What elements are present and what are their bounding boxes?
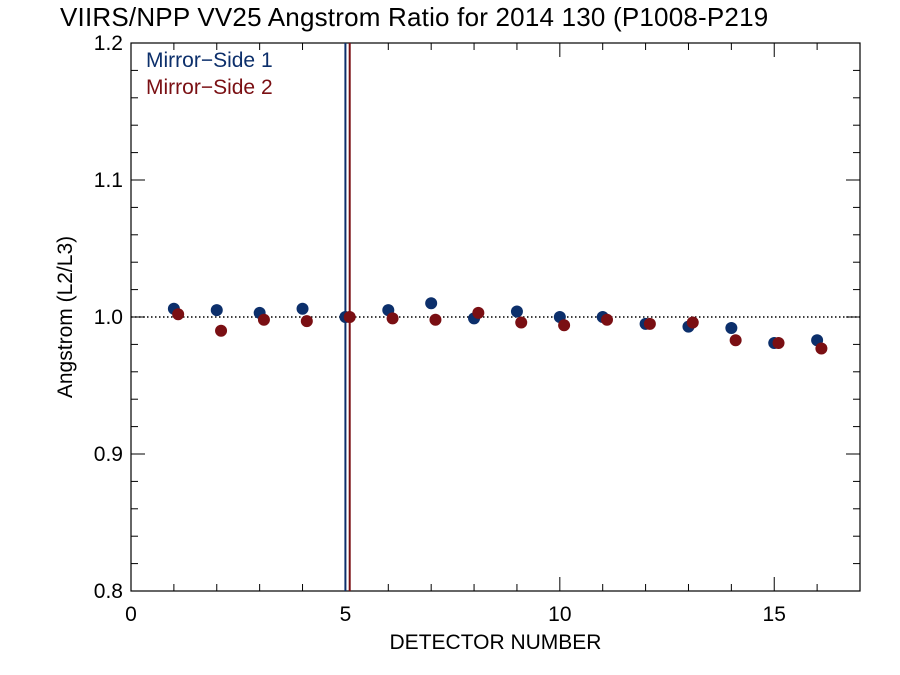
legend-entry-2: Mirror−Side 2 [146, 76, 273, 99]
data-point-series-2 [429, 313, 442, 326]
data-point-series-2 [472, 306, 485, 319]
data-point-series-2 [600, 313, 613, 326]
data-point-series-2 [729, 334, 742, 347]
x-axis: 0 5 10 15 [125, 43, 861, 626]
data-point-series-2 [172, 308, 185, 321]
data-point-series-1 [296, 302, 309, 315]
data-points [167, 297, 828, 355]
chart-title: VIIRS/NPP VV25 Angstrom Ratio for 2014 1… [60, 2, 769, 32]
legend: Mirror−Side 1 Mirror−Side 2 [146, 49, 273, 99]
data-point-series-2 [386, 312, 399, 325]
data-point-series-2 [558, 319, 571, 332]
x-axis-label: DETECTOR NUMBER [390, 631, 602, 654]
y-axis-label: Angstrom (L2/L3) [54, 236, 77, 398]
data-point-series-2 [257, 313, 270, 326]
data-point-series-2 [215, 324, 228, 337]
data-point-series-1 [425, 297, 438, 310]
data-point-series-2 [343, 311, 356, 323]
data-point-series-2 [686, 316, 699, 329]
legend-entry-1: Mirror−Side 1 [146, 49, 273, 72]
data-point-series-2 [815, 342, 828, 355]
data-point-series-2 [643, 317, 656, 330]
y-tick-label: 1.0 [94, 306, 123, 329]
data-point-series-1 [210, 304, 223, 317]
data-point-series-2 [772, 337, 785, 350]
data-point-series-1 [510, 305, 523, 318]
x-tick-label: 0 [125, 603, 137, 626]
x-tick-label: 15 [763, 603, 786, 626]
y-tick-label: 0.9 [94, 443, 123, 466]
y-tick-label: 0.8 [94, 580, 123, 603]
y-axis: 0.8 0.9 1.0 1.1 1.2 [94, 32, 860, 603]
y-tick-label: 1.2 [94, 32, 123, 55]
data-point-series-1 [725, 321, 738, 334]
x-tick-label: 5 [340, 603, 352, 626]
data-point-series-2 [300, 315, 313, 328]
data-point-series-2 [515, 316, 528, 329]
y-tick-label: 1.1 [94, 169, 123, 192]
x-tick-label: 10 [548, 603, 571, 626]
